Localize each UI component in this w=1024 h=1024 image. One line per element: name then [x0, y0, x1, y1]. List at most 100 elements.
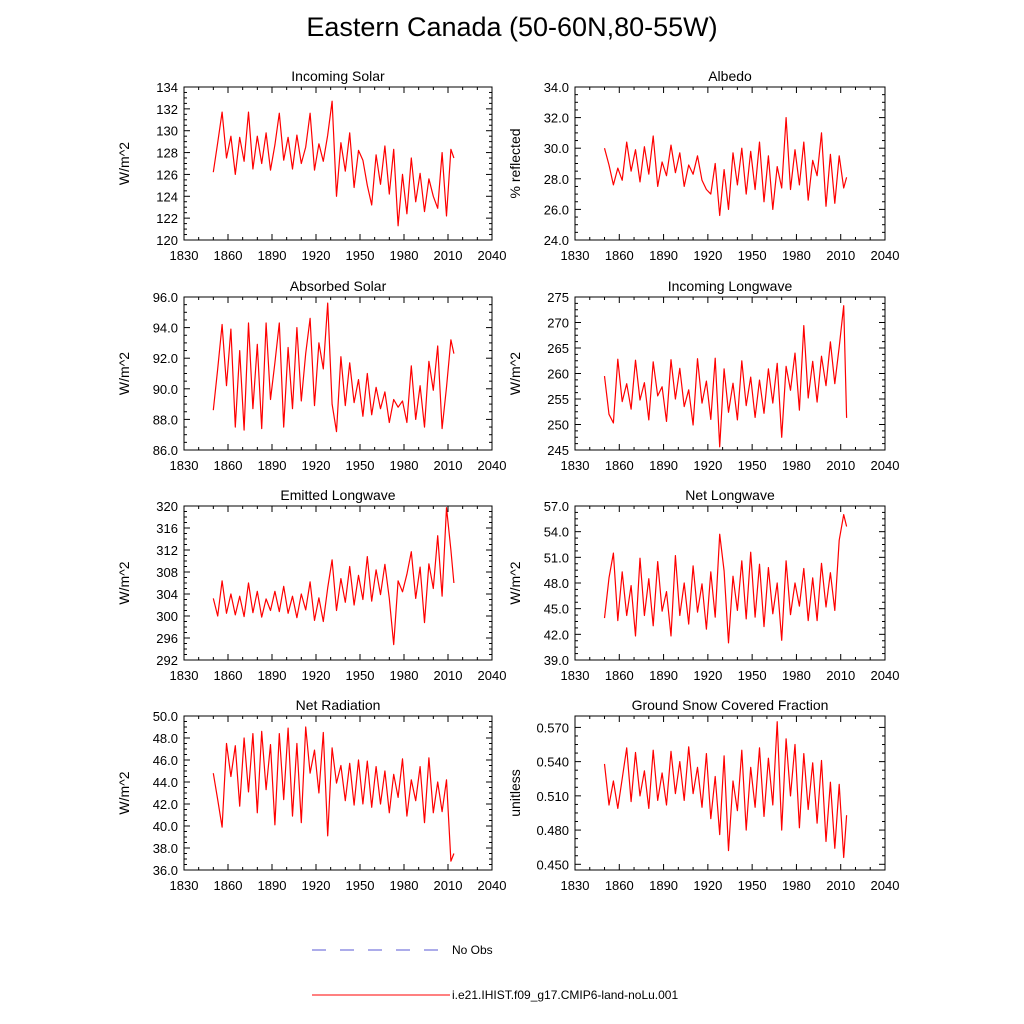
x-tick-label: 2010: [826, 668, 855, 683]
x-tick-label: 1980: [782, 248, 811, 263]
plot-frame: [574, 715, 886, 871]
x-tick-label: 2010: [826, 878, 855, 893]
x-tick-label: 1980: [390, 248, 419, 263]
y-tick-label: 96.0: [153, 290, 178, 305]
y-tick-label: 92.0: [153, 351, 178, 366]
y-tick-label: 0.510: [536, 789, 569, 804]
x-tick-label: 1920: [693, 878, 722, 893]
x-tick-label: 2040: [478, 878, 507, 893]
series-line: [603, 721, 848, 859]
panel-net-radiation: Net Radiation W/m^2 1830 1860 1890 1920 1950 19…: [116, 697, 506, 893]
x-tick-label: 2010: [826, 458, 855, 473]
x-tick-label: 1920: [302, 458, 331, 473]
x-tick-label: 1860: [214, 668, 243, 683]
x-tick-label: 2010: [826, 248, 855, 263]
x-tick-label: 1860: [214, 458, 243, 473]
x-tick-label: 1830: [561, 248, 590, 263]
series-line: [603, 116, 848, 217]
x-tick-label: 1830: [561, 458, 590, 473]
x-tick-label: 1950: [738, 878, 767, 893]
panel-title: Incoming Longwave: [668, 278, 793, 294]
x-tick-label: 1920: [693, 668, 722, 683]
panel-albedo: Albedo % reflected 1830 1860 1890 1920 1950 198…: [507, 68, 899, 263]
y-tick-label: 44.0: [153, 775, 178, 790]
x-tick-label: 1830: [561, 878, 590, 893]
y-tick-label: 24.0: [544, 233, 569, 248]
y-axis-label: % reflected: [507, 128, 523, 198]
y-tick-label: 45.0: [544, 602, 569, 617]
y-tick-label: 38.0: [153, 841, 178, 856]
legend-label-model: i.e21.IHIST.f09_g17.CMIP6-land-noLu.001: [452, 988, 678, 1002]
y-tick-label: 250: [547, 418, 569, 433]
y-axis-label: W/m^2: [507, 352, 523, 395]
x-tick-label: 1950: [346, 668, 375, 683]
y-tick-label: 28.0: [544, 172, 569, 187]
y-tick-label: 88.0: [153, 412, 178, 427]
x-tick-label: 1950: [346, 458, 375, 473]
series-line: [212, 726, 455, 862]
y-tick-label: 128: [156, 146, 178, 161]
series-line: [212, 100, 455, 227]
x-tick-label: 2040: [478, 458, 507, 473]
x-tick-label: 1830: [170, 248, 199, 263]
y-tick-label: 255: [547, 392, 569, 407]
x-tick-label: 1830: [561, 668, 590, 683]
x-tick-label: 1980: [390, 458, 419, 473]
y-tick-label: 57.0: [544, 499, 569, 514]
x-tick-label: 2010: [434, 668, 463, 683]
y-axis-label: unitless: [507, 769, 523, 816]
y-axis-label: W/m^2: [116, 142, 132, 185]
y-tick-label: 26.0: [544, 202, 569, 217]
x-tick-label: 1950: [346, 248, 375, 263]
panel-incoming-solar: Incoming Solar W/m^2 1830 1860 1890 1920 1950 1…: [116, 68, 506, 263]
x-tick-label: 1950: [738, 248, 767, 263]
x-tick-label: 2010: [434, 458, 463, 473]
y-tick-label: 42.0: [153, 797, 178, 812]
y-tick-label: 0.570: [536, 720, 569, 735]
y-tick-label: 42.0: [544, 627, 569, 642]
y-axis-label: W/m^2: [507, 561, 523, 604]
panel-title: Net Radiation: [296, 697, 381, 713]
x-tick-label: 1860: [605, 458, 634, 473]
y-tick-label: 312: [156, 543, 178, 558]
x-tick-label: 1830: [170, 668, 199, 683]
y-axis-label: W/m^2: [116, 771, 132, 814]
x-tick-label: 1920: [302, 248, 331, 263]
legend-label-no-obs: No Obs: [452, 943, 493, 957]
y-tick-label: 94.0: [153, 321, 178, 336]
x-tick-label: 1950: [738, 458, 767, 473]
panel-net-longwave: Net Longwave W/m^2 1830 1860 1890 1920 1950 198…: [507, 487, 899, 683]
x-tick-label: 1890: [649, 668, 678, 683]
x-tick-label: 1980: [782, 668, 811, 683]
x-tick-label: 1920: [693, 458, 722, 473]
y-tick-label: 316: [156, 521, 178, 536]
panel-ground-snow-covered-fraction: Ground Snow Covered Fraction unitless 1830…: [507, 697, 899, 893]
y-tick-label: 34.0: [544, 80, 569, 95]
y-tick-label: 32.0: [544, 111, 569, 126]
plot-frame: [183, 86, 493, 241]
x-tick-label: 1890: [649, 248, 678, 263]
panel-absorbed-solar: Absorbed Solar W/m^2 1830 1860 1890 1920 1950 1…: [116, 278, 506, 473]
panel-title: Net Longwave: [685, 487, 775, 503]
y-tick-label: 320: [156, 499, 178, 514]
y-tick-label: 132: [156, 102, 178, 117]
x-tick-label: 1860: [214, 248, 243, 263]
x-tick-label: 2040: [478, 668, 507, 683]
y-tick-label: 275: [547, 290, 569, 305]
x-tick-label: 1860: [605, 668, 634, 683]
x-tick-label: 2040: [478, 248, 507, 263]
series-line: [603, 513, 848, 644]
x-tick-label: 1890: [258, 668, 287, 683]
x-tick-label: 1950: [738, 668, 767, 683]
x-tick-label: 2040: [871, 668, 900, 683]
x-tick-label: 1980: [782, 878, 811, 893]
y-tick-label: 86.0: [153, 443, 178, 458]
x-tick-label: 1980: [782, 458, 811, 473]
y-tick-label: 245: [547, 443, 569, 458]
legend: No Obs i.e21.IHIST.f09_g17.CMIP6-land-noL…: [312, 943, 678, 1002]
x-tick-label: 1890: [258, 458, 287, 473]
plot-frame: [183, 715, 493, 871]
panel-title: Incoming Solar: [291, 68, 385, 84]
x-tick-label: 1980: [390, 668, 419, 683]
y-tick-label: 40.0: [153, 819, 178, 834]
